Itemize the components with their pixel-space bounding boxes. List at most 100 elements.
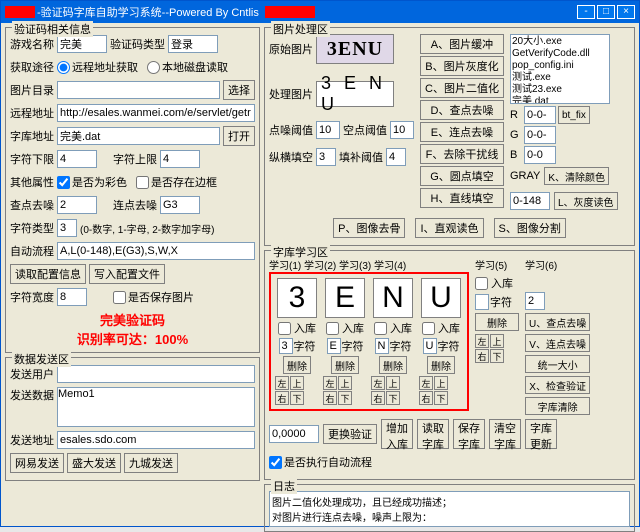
del-3[interactable]: 删除 bbox=[427, 356, 455, 374]
g-input[interactable] bbox=[524, 126, 556, 144]
radio-local[interactable]: 本地磁盘读取 bbox=[147, 59, 228, 75]
charw-input[interactable] bbox=[57, 288, 87, 306]
chk-lib-1[interactable] bbox=[326, 322, 339, 335]
add-lib-button[interactable]: 增加 入库 bbox=[381, 419, 413, 449]
senddata-input[interactable]: Memo1 bbox=[57, 387, 255, 427]
sendaddr-input[interactable] bbox=[57, 431, 255, 449]
game-name-input[interactable] bbox=[57, 35, 107, 53]
remote-label: 远程地址 bbox=[10, 105, 54, 121]
auto-label: 自动流程 bbox=[10, 243, 54, 259]
group-title: 数据发送区 bbox=[12, 351, 71, 367]
open-button[interactable]: 打开 bbox=[223, 126, 255, 146]
close-button[interactable]: × bbox=[617, 5, 635, 19]
log-group: 日志 图片二值化处理成功，且已经成功描述； 对图片进行连点去噪，噪声上限为： bbox=[264, 484, 635, 532]
chk-border[interactable]: 是否存在边框 bbox=[136, 174, 217, 190]
u5[interactable]: 上 bbox=[490, 334, 504, 348]
window-title: -验证码字库自助学习系统--Powered By Cntlis bbox=[37, 4, 259, 20]
browse-button[interactable]: 选择 bbox=[223, 80, 255, 100]
btn-s[interactable]: S、图像分割 bbox=[494, 218, 566, 238]
update-lib-button[interactable]: 字库 更新 bbox=[525, 419, 557, 449]
del-2[interactable]: 删除 bbox=[379, 356, 407, 374]
char-input-3[interactable] bbox=[423, 338, 437, 354]
btn-c[interactable]: C、图片二值化 bbox=[420, 78, 504, 98]
ptnoise-input[interactable] bbox=[57, 196, 97, 214]
group-title: 字库学习区 bbox=[271, 244, 330, 260]
log-box[interactable]: 图片二值化处理成功，且已经成功描述； 对图片进行连点去噪，噪声上限为： bbox=[269, 491, 630, 527]
maximize-button[interactable]: □ bbox=[597, 5, 615, 19]
btn-g[interactable]: G、圆点填空 bbox=[420, 166, 504, 186]
auto-input[interactable] bbox=[57, 242, 255, 260]
study-char-2: N bbox=[373, 278, 413, 318]
btn-i[interactable]: I、直观读色 bbox=[415, 218, 483, 238]
btfix-button[interactable]: bt_fix bbox=[558, 106, 590, 124]
charhi-input[interactable] bbox=[160, 150, 200, 168]
btn-unity[interactable]: 统一大小 bbox=[525, 355, 590, 373]
chk-color[interactable]: 是否为彩色 bbox=[57, 174, 127, 190]
9city-button[interactable]: 九城发送 bbox=[124, 453, 178, 473]
senduser-input[interactable] bbox=[57, 365, 255, 383]
btn-f[interactable]: F、去除干扰线 bbox=[420, 144, 504, 164]
chk-lib-3[interactable] bbox=[422, 322, 435, 335]
vh-label: 纵横填空 bbox=[269, 149, 313, 165]
btn-e[interactable]: E、连点去噪 bbox=[420, 122, 504, 142]
btn-v[interactable]: V、连点去噪 bbox=[525, 334, 590, 352]
titlebar: -验证码字库自助学习系统--Powered By Cntlis - □ × bbox=[1, 1, 639, 23]
chk-save[interactable]: 是否保存图片 bbox=[113, 289, 194, 305]
chk-lib-5[interactable] bbox=[475, 277, 488, 290]
netease-button[interactable]: 网易发送 bbox=[10, 453, 64, 473]
lib-input[interactable] bbox=[57, 127, 220, 145]
btn-d[interactable]: D、查点去噪 bbox=[420, 100, 504, 120]
save-lib-button[interactable]: 保存 字库 bbox=[453, 419, 485, 449]
del-5[interactable]: 删除 bbox=[475, 313, 519, 331]
lnnoise-input[interactable] bbox=[160, 196, 200, 214]
b-input[interactable] bbox=[524, 146, 556, 164]
chk-lib-2[interactable] bbox=[374, 322, 387, 335]
btn-a[interactable]: A、图片缓冲 bbox=[420, 34, 504, 54]
minimize-button[interactable]: - bbox=[577, 5, 595, 19]
btn-k[interactable]: K、清除颜色 bbox=[544, 167, 609, 185]
chk-lib-0[interactable] bbox=[278, 322, 291, 335]
btn-l[interactable]: L、灰度读色 bbox=[554, 192, 618, 210]
fill-input[interactable] bbox=[386, 148, 406, 166]
file-listbox[interactable]: 20大小.exe GetVerifyCode.dll pop_config.in… bbox=[510, 34, 610, 104]
char-input-1[interactable] bbox=[327, 338, 341, 354]
write-config-button[interactable]: 写入配置文件 bbox=[89, 264, 165, 284]
blank-input[interactable] bbox=[390, 121, 414, 139]
char-input-2[interactable] bbox=[375, 338, 389, 354]
blank-label: 空点阈值 bbox=[343, 122, 387, 138]
radio-remote[interactable]: 远程地址获取 bbox=[57, 59, 138, 75]
clear-lib-button[interactable]: 清空 字库 bbox=[489, 419, 521, 449]
remote-input[interactable] bbox=[57, 104, 255, 122]
replace-button[interactable]: 更换验证 bbox=[323, 424, 377, 444]
char-5[interactable] bbox=[475, 294, 489, 310]
ptthres-input[interactable] bbox=[316, 121, 340, 139]
btn-libclr[interactable]: 字库清除 bbox=[525, 397, 590, 415]
btn-p[interactable]: P、图像去骨 bbox=[333, 218, 405, 238]
read-lib-button[interactable]: 读取 字库 bbox=[417, 419, 449, 449]
del-1[interactable]: 删除 bbox=[331, 356, 359, 374]
char-input-0[interactable] bbox=[279, 338, 293, 354]
num-input[interactable] bbox=[269, 425, 319, 443]
d5[interactable]: 下 bbox=[490, 349, 504, 363]
read-config-button[interactable]: 读取配置信息 bbox=[10, 264, 86, 284]
btn-h[interactable]: H、直线填空 bbox=[420, 188, 504, 208]
charw-label: 字符宽度 bbox=[10, 289, 54, 305]
chk-autoflow[interactable]: 是否执行自动流程 bbox=[269, 454, 372, 470]
shanda-button[interactable]: 盛大发送 bbox=[67, 453, 121, 473]
btn-x[interactable]: X、检查验证 bbox=[525, 376, 590, 394]
gray-input[interactable] bbox=[510, 192, 550, 210]
vh-input[interactable] bbox=[316, 148, 336, 166]
del-0[interactable]: 删除 bbox=[283, 356, 311, 374]
r5[interactable]: 右 bbox=[475, 349, 489, 363]
charlo-label: 字符下限 bbox=[10, 151, 54, 167]
val2[interactable] bbox=[525, 292, 545, 310]
picdir-input[interactable] bbox=[57, 81, 220, 99]
btn-u[interactable]: U、查点去噪 bbox=[525, 313, 590, 331]
charlo-input[interactable] bbox=[57, 150, 97, 168]
chartype-label: 字符类型 bbox=[10, 220, 54, 236]
l5[interactable]: 左 bbox=[475, 334, 489, 348]
r-input[interactable] bbox=[524, 106, 556, 124]
btn-b[interactable]: B、图片灰度化 bbox=[420, 56, 504, 76]
type-input[interactable] bbox=[168, 35, 218, 53]
chartype-input[interactable] bbox=[57, 219, 77, 237]
